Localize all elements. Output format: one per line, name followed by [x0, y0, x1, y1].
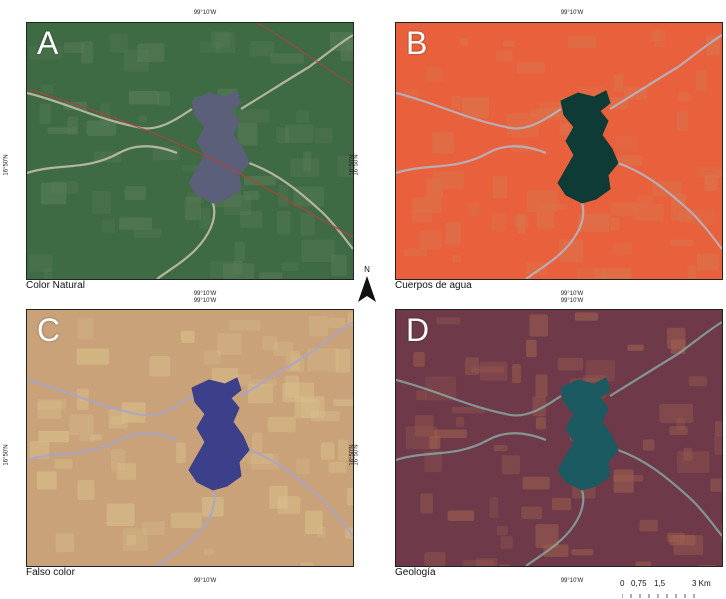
map-panel-false-color: C [26, 309, 354, 567]
satellite-image-a [27, 23, 353, 279]
satellite-image-c [27, 310, 353, 566]
left-latitude-label: 16°50'N [3, 154, 10, 176]
scale-label-3: 3 Km [692, 579, 711, 588]
left-latitude-label: 16°50'N [3, 444, 10, 466]
satellite-image-d [396, 310, 722, 566]
panel-caption: Color Natural [26, 280, 85, 291]
north-arrow-icon [358, 276, 376, 302]
scale-bar: 0 0,75 1,5 3 Km [620, 579, 720, 599]
bottom-longitude-label: 99°10'W [193, 291, 217, 297]
satellite-image-b [396, 23, 722, 279]
north-arrow: N [356, 265, 378, 309]
panel-letter: A [37, 25, 59, 61]
top-longitude-label: 99°10'W [560, 298, 584, 304]
scale-ticks [622, 594, 695, 598]
map-panel-water-bodies: B [395, 22, 723, 280]
left-latitude-label: 16°50'N [353, 154, 360, 176]
top-longitude-label: 99°10'W [560, 10, 584, 16]
panel-caption: Falso color [26, 567, 75, 578]
panel-letter: D [406, 312, 430, 348]
bottom-longitude-label: 99°10'W [560, 578, 584, 584]
panel-letter: C [37, 312, 61, 348]
left-latitude-label: 16°50'N [353, 444, 360, 466]
map-panel-natural-color: A [26, 22, 354, 280]
top-longitude-label: 99°10'W [193, 298, 217, 304]
bottom-longitude-label: 99°10'W [560, 291, 584, 297]
scale-label-1: 0,75 [631, 579, 647, 588]
panel-letter: B [406, 25, 428, 61]
scale-label-2: 1,5 [654, 579, 666, 588]
panel-caption: Cuerpos de agua [395, 280, 472, 291]
scale-label-0: 0 [620, 579, 625, 588]
map-panel-geology: D [395, 309, 723, 567]
bottom-longitude-label: 99°10'W [193, 578, 217, 584]
panel-caption: Geología [395, 567, 436, 578]
north-label: N [364, 265, 370, 274]
top-longitude-label: 99°10'W [193, 10, 217, 16]
